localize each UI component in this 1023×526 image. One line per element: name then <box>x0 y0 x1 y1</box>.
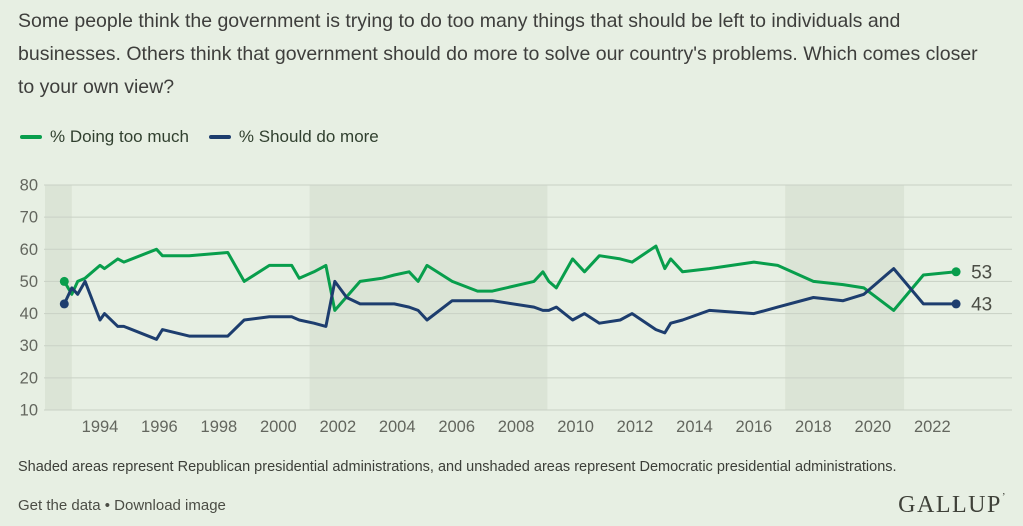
get-the-data-link[interactable]: Get the data <box>18 497 101 514</box>
series-endpoint-marker <box>59 299 69 309</box>
series-endpoint-marker <box>951 299 961 309</box>
series-line-doing-too-much <box>62 244 958 312</box>
x-axis-tick-label: 2006 <box>438 418 475 436</box>
chart-band-republican <box>785 185 905 410</box>
y-axis-tick-label: 20 <box>20 369 38 387</box>
legend: % Doing too much % Should do more <box>20 127 389 147</box>
y-axis-tick-label: 70 <box>20 209 38 227</box>
x-axis-tick-label: 2000 <box>260 418 297 436</box>
x-axis-tick-label: 2020 <box>855 418 892 436</box>
x-axis-tick-label: 2008 <box>498 418 535 436</box>
trend-chart: 80 70 60 50 40 30 20 10 1994 1996 1998 2000 2002 2004… <box>0 175 1023 445</box>
x-axis-tick-label: 1996 <box>141 418 178 436</box>
y-axis-tick-label: 10 <box>20 402 38 420</box>
y-axis-tick-label: 40 <box>20 305 38 323</box>
y-axis-tick-label: 50 <box>20 273 38 291</box>
series-endpoint-marker <box>951 267 961 277</box>
series-line-should-do-more <box>62 267 958 341</box>
survey-question-title: Some people think the government is tryi… <box>18 10 978 98</box>
x-axis-tick-label: 2016 <box>736 418 773 436</box>
x-axis-tick-label: 2004 <box>379 418 416 436</box>
legend-line-swatch-navy-icon <box>208 135 231 139</box>
footer-links: Get the data • Download image <box>18 497 226 514</box>
footer-link-separator: • <box>104 497 110 514</box>
legend-line-swatch-green-icon <box>20 135 42 139</box>
x-axis-tick-label: 2010 <box>557 418 594 436</box>
x-axis-tick-label: 2014 <box>676 418 713 436</box>
x-axis-tick-label: 2012 <box>617 418 654 436</box>
series-end-label: 43 <box>971 294 992 315</box>
series-endpoint-marker <box>59 276 69 286</box>
series-end-label: 53 <box>971 262 992 283</box>
legend-label-should-do-more: % Should do more <box>238 127 379 146</box>
y-axis-tick-label: 60 <box>20 241 38 259</box>
download-image-link[interactable]: Download image <box>114 497 226 514</box>
legend-item-should-do-more: % Should do more <box>208 127 379 147</box>
legend-item-doing-too-much: % Doing too much <box>20 127 189 147</box>
legend-label-doing-too-much: % Doing too much <box>50 127 189 146</box>
gallup-logo-trademark: ’ <box>1001 491 1007 503</box>
gallup-logo: GALLUP’ <box>898 491 1007 519</box>
x-axis-tick-label: 2022 <box>914 418 951 436</box>
x-axis-tick-label: 2018 <box>795 418 832 436</box>
footnote: Shaded areas represent Republican presid… <box>18 459 897 475</box>
x-axis-tick-label: 1998 <box>201 418 238 436</box>
x-axis-tick-label: 2002 <box>319 418 356 436</box>
y-axis-tick-label: 80 <box>20 177 38 195</box>
y-axis-tick-label: 30 <box>20 337 38 355</box>
x-axis-tick-label: 1994 <box>82 418 119 436</box>
